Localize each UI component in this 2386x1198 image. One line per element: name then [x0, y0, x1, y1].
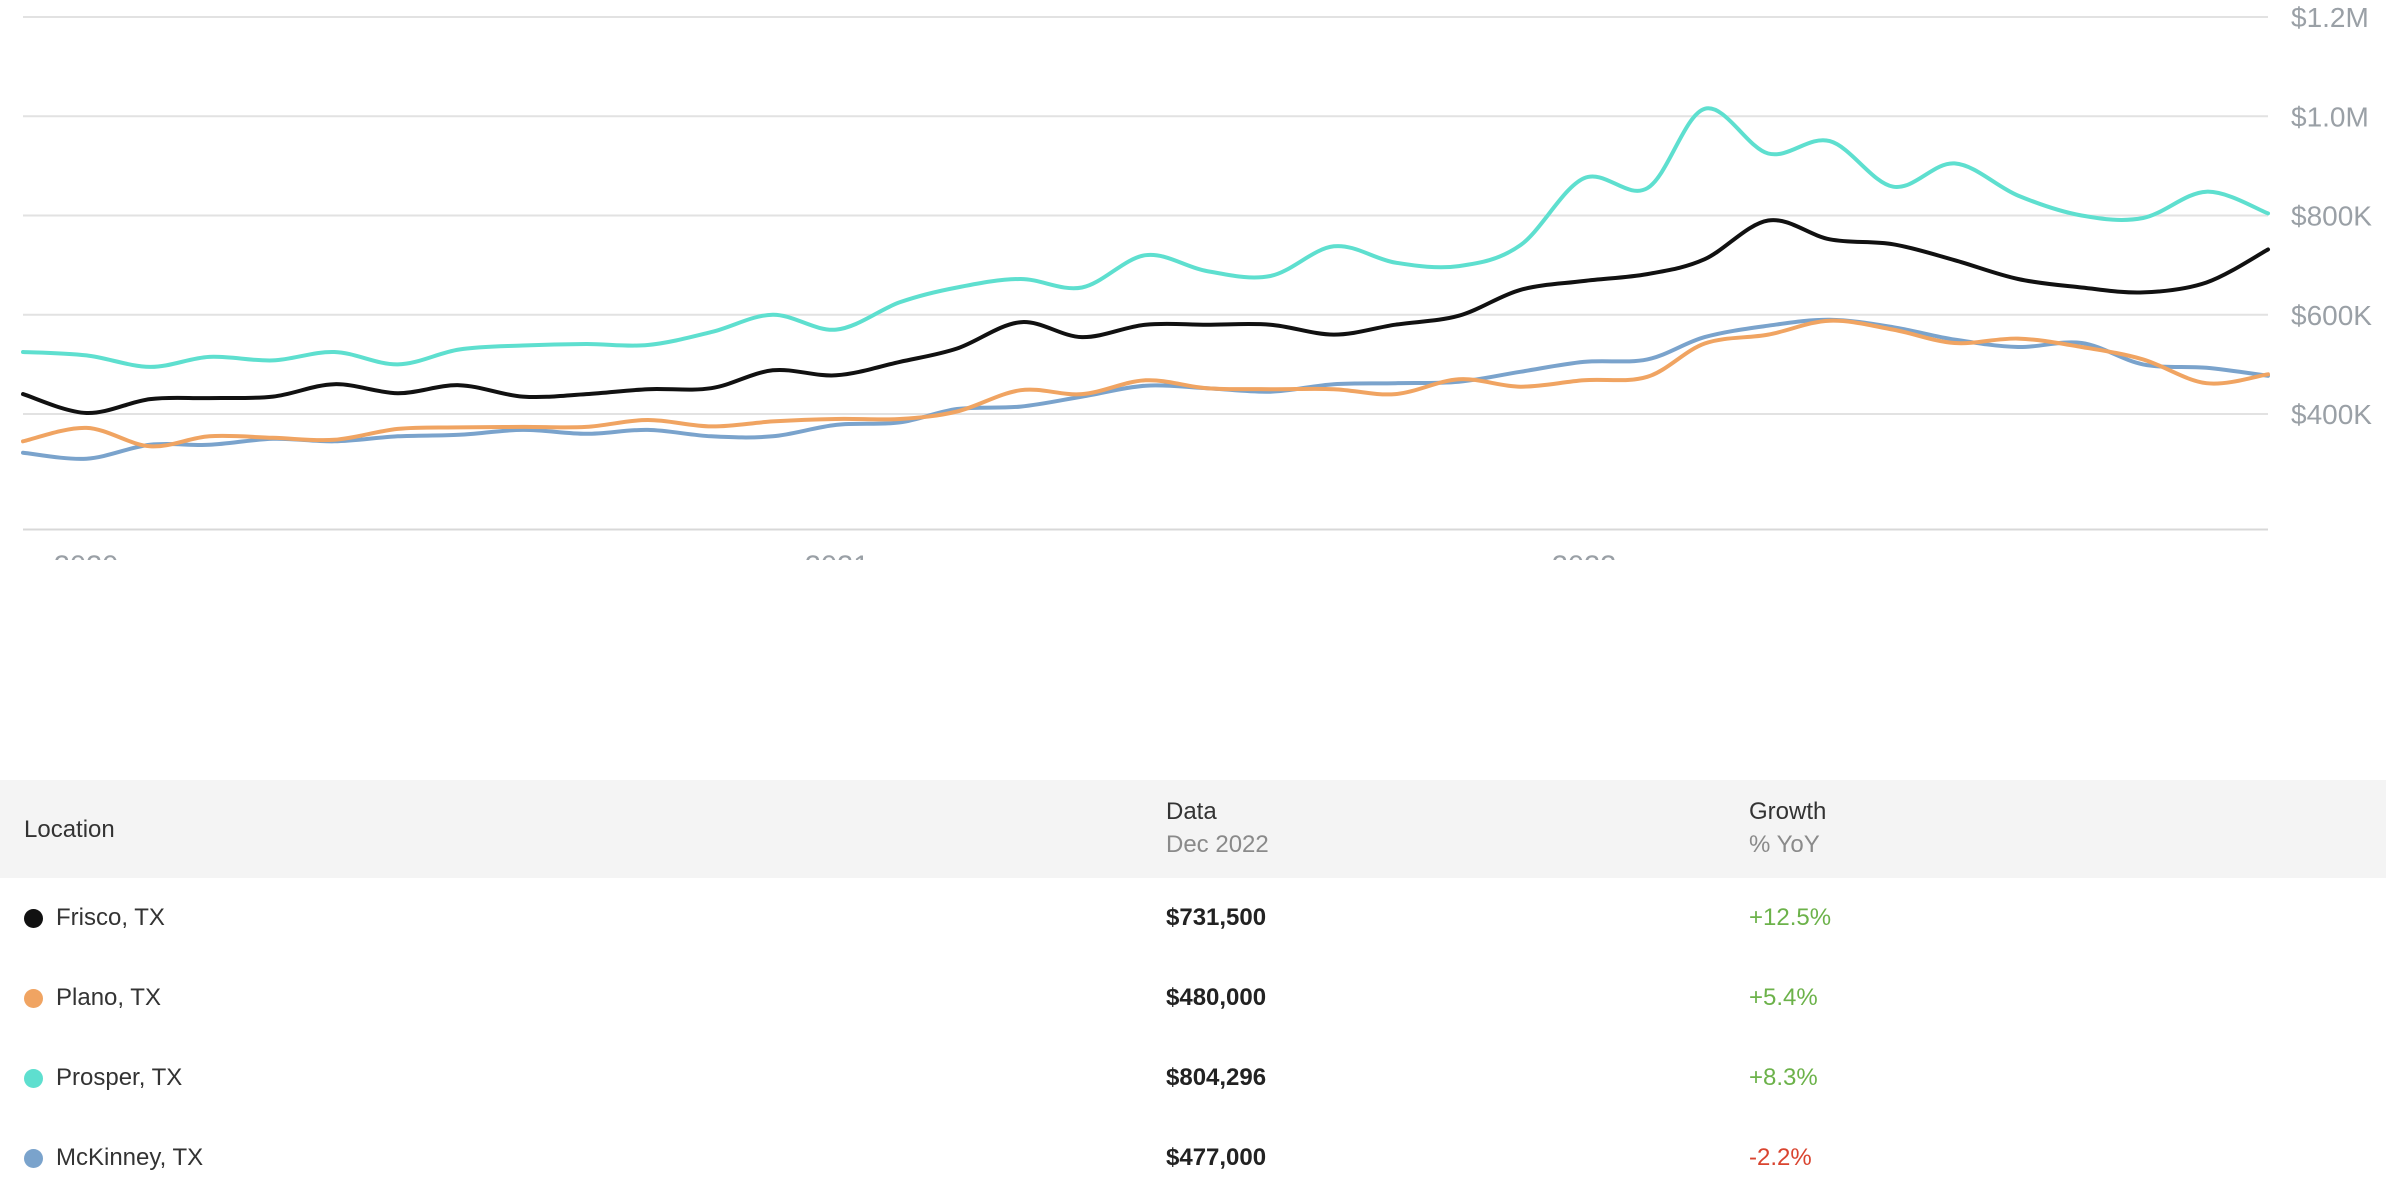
value-frisco-tx: $731,500	[1166, 904, 1267, 931]
header-data-label: Data	[1166, 798, 1217, 825]
x-tick-label-2020: 2020	[54, 550, 119, 560]
series-line-plano-tx	[21, 318, 2270, 449]
legend-dot-prosper-tx	[24, 1069, 43, 1088]
value-prosper-tx: $804,296	[1166, 1064, 1267, 1091]
location-plano-tx: Plano, TX	[56, 984, 161, 1011]
table-row: McKinney, TX $477,000 -2.2%	[0, 1118, 2386, 1198]
header-data-sub: Dec 2022	[1166, 831, 1269, 858]
legend-dot-plano-tx	[24, 989, 43, 1008]
value-mckinney-tx: $477,000	[1166, 1144, 1267, 1171]
y-tick-label-4: $1.2M	[2291, 2, 2369, 33]
data-table: Location Data Dec 2022 Growth % YoY Fris…	[0, 780, 2386, 1198]
table-row: Frisco, TX $731,500 +12.5%	[0, 878, 2386, 958]
y-tick-label-1: $600K	[2291, 300, 2372, 331]
header-growth-sub: % YoY	[1749, 831, 1820, 858]
legend-dot-frisco-tx	[24, 909, 43, 928]
y-tick-label-2: $800K	[2291, 201, 2372, 232]
legend-dot-mckinney-tx	[24, 1149, 43, 1168]
growth-mckinney-tx: -2.2%	[1749, 1144, 1812, 1171]
chart-svg: $400K $600K $800K $1.0M $1.2M 2020 2021 2022	[21, 2, 2372, 560]
table-row: Plano, TX $480,000 +5.4%	[0, 958, 2386, 1038]
header-growth: Growth % YoY	[1749, 795, 1826, 861]
location-prosper-tx: Prosper, TX	[56, 1064, 183, 1091]
y-tick-label-3: $1.0M	[2291, 101, 2369, 132]
growth-prosper-tx: +8.3%	[1749, 1064, 1818, 1091]
series-line-frisco-tx	[21, 218, 2270, 416]
table-row: Prosper, TX $804,296 +8.3%	[0, 1038, 2386, 1118]
y-tick-label-0: $400K	[2291, 399, 2372, 430]
header-growth-label: Growth	[1749, 798, 1827, 825]
series-line-mckinney-tx	[21, 317, 2270, 461]
header-location: Location	[24, 816, 115, 843]
header-data: Data Dec 2022	[1166, 795, 1269, 861]
location-frisco-tx: Frisco, TX	[56, 904, 165, 931]
x-tick-label-2022: 2022	[1552, 550, 1617, 560]
x-tick-label-2021: 2021	[805, 550, 870, 560]
table-header: Location Data Dec 2022 Growth % YoY	[0, 780, 2386, 878]
series-line-prosper-tx	[21, 106, 2270, 369]
value-plano-tx: $480,000	[1166, 984, 1267, 1011]
price-chart: $400K $600K $800K $1.0M $1.2M 2020 2021 2022	[0, 0, 2386, 560]
growth-plano-tx: +5.4%	[1749, 984, 1818, 1011]
growth-frisco-tx: +12.5%	[1749, 904, 1832, 931]
table-body: Frisco, TX $731,500 +12.5% Plano, TX $480,00…	[0, 878, 2386, 1198]
location-mckinney-tx: McKinney, TX	[56, 1144, 204, 1171]
